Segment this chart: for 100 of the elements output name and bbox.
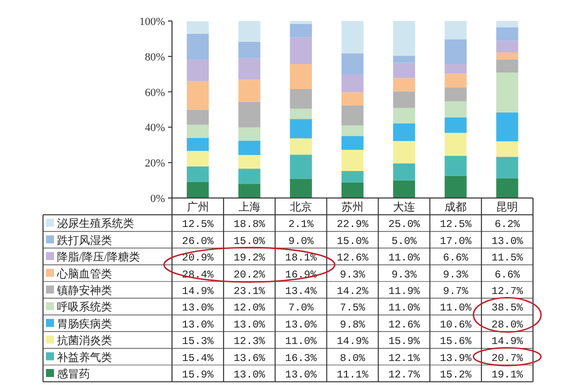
y-tick-label: 80% <box>144 51 165 64</box>
bar <box>496 141 518 157</box>
bar <box>238 140 260 155</box>
bar <box>393 62 416 78</box>
bar <box>238 168 260 184</box>
text: 38.5% <box>491 302 524 315</box>
bar <box>496 112 518 142</box>
bar <box>186 150 209 166</box>
text: 6.6% <box>494 269 521 282</box>
bar <box>496 156 518 178</box>
bar <box>393 21 416 56</box>
text: 9.8% <box>340 319 366 332</box>
text: 20.9% <box>182 252 214 265</box>
bar <box>342 92 364 106</box>
text: 11.1% <box>336 370 369 382</box>
bar <box>444 101 467 118</box>
text: 10.6% <box>440 319 472 332</box>
text: 9.7% <box>443 286 469 298</box>
bar <box>342 53 364 74</box>
y-tick-label: 100% <box>139 16 165 28</box>
bar <box>186 34 209 60</box>
bar <box>444 39 467 64</box>
y-tick-label: 0% <box>150 193 165 205</box>
text: 15.6% <box>440 336 472 348</box>
text: 12.5% <box>440 219 472 232</box>
bar <box>290 108 312 120</box>
text: 14.9% <box>336 336 369 348</box>
bar <box>342 21 364 54</box>
text: 14.9% <box>182 286 214 298</box>
x-tick-label: 苏州 <box>342 200 364 214</box>
bar <box>342 125 364 136</box>
legend-label: 跌打风湿类 <box>57 234 112 247</box>
bar <box>342 136 364 150</box>
bar <box>290 37 312 64</box>
bar <box>393 108 416 124</box>
legend-label: 呼吸系统类 <box>57 300 112 314</box>
legend-label: 补益养气类 <box>57 350 112 364</box>
bar <box>238 80 260 102</box>
text: 19.2% <box>234 252 266 265</box>
text: 5.0% <box>391 236 418 248</box>
bar <box>290 178 312 198</box>
bar <box>496 40 518 53</box>
bar <box>393 56 416 63</box>
text: 12.7% <box>491 286 524 298</box>
text: 17.0% <box>440 236 472 248</box>
x-tick-label: 成都 <box>444 200 467 214</box>
text: 12.0% <box>234 302 266 315</box>
text: 26.0% <box>182 236 214 248</box>
text: 8.0% <box>340 352 366 365</box>
text: 15.0% <box>336 236 369 248</box>
bar <box>496 21 518 28</box>
text: 11.5% <box>491 252 524 265</box>
text: 13.9% <box>440 352 472 365</box>
text: 15.9% <box>388 336 421 348</box>
x-tick-label: 北京 <box>290 200 312 214</box>
y-tick-label: 20% <box>144 158 165 170</box>
text: 28.4% <box>182 269 214 282</box>
text: 15.0% <box>234 236 266 248</box>
bar <box>186 124 209 138</box>
text: 13.0% <box>491 236 524 248</box>
text: 25.0% <box>388 219 421 232</box>
bar <box>496 52 518 60</box>
x-tick-label: 广州 <box>186 200 209 214</box>
bar <box>186 166 209 182</box>
text: 15.9% <box>182 370 214 382</box>
bar <box>393 141 416 164</box>
text: 23.1% <box>234 286 266 298</box>
text: 22.9% <box>336 219 369 232</box>
bar <box>496 27 518 41</box>
bar <box>444 74 467 88</box>
text: 12.6% <box>388 319 421 332</box>
x-tick-label: 大连 <box>393 200 416 214</box>
legend-label: 胃肠疾病类 <box>57 317 112 330</box>
bar <box>238 42 260 58</box>
text: 11.0% <box>285 336 318 348</box>
bar <box>186 60 209 82</box>
bar <box>393 180 416 198</box>
bar <box>290 64 312 89</box>
text: 15.4% <box>182 352 214 365</box>
text: 2.1% <box>288 219 314 232</box>
x-tick-label: 昆明 <box>496 202 518 214</box>
text: 18.8% <box>234 219 266 232</box>
text: 19.1% <box>491 370 524 382</box>
text: 11.9% <box>388 286 421 298</box>
text: 13.6% <box>234 352 266 365</box>
text: 7.5% <box>340 302 366 315</box>
bar <box>290 119 312 138</box>
text: 14.2% <box>336 286 369 298</box>
text: 12.7% <box>388 370 421 382</box>
bar <box>290 24 312 38</box>
bar <box>393 123 416 142</box>
legend-label: 降脂/降压/降糖类 <box>57 250 140 264</box>
bar <box>290 21 312 24</box>
text: 9.3% <box>443 269 469 282</box>
bar <box>290 88 312 109</box>
bar <box>393 78 416 92</box>
text: 6.2% <box>494 219 521 232</box>
bar <box>186 110 209 125</box>
bar <box>393 91 416 108</box>
legend-label: 抗菌消炎类 <box>57 334 112 348</box>
